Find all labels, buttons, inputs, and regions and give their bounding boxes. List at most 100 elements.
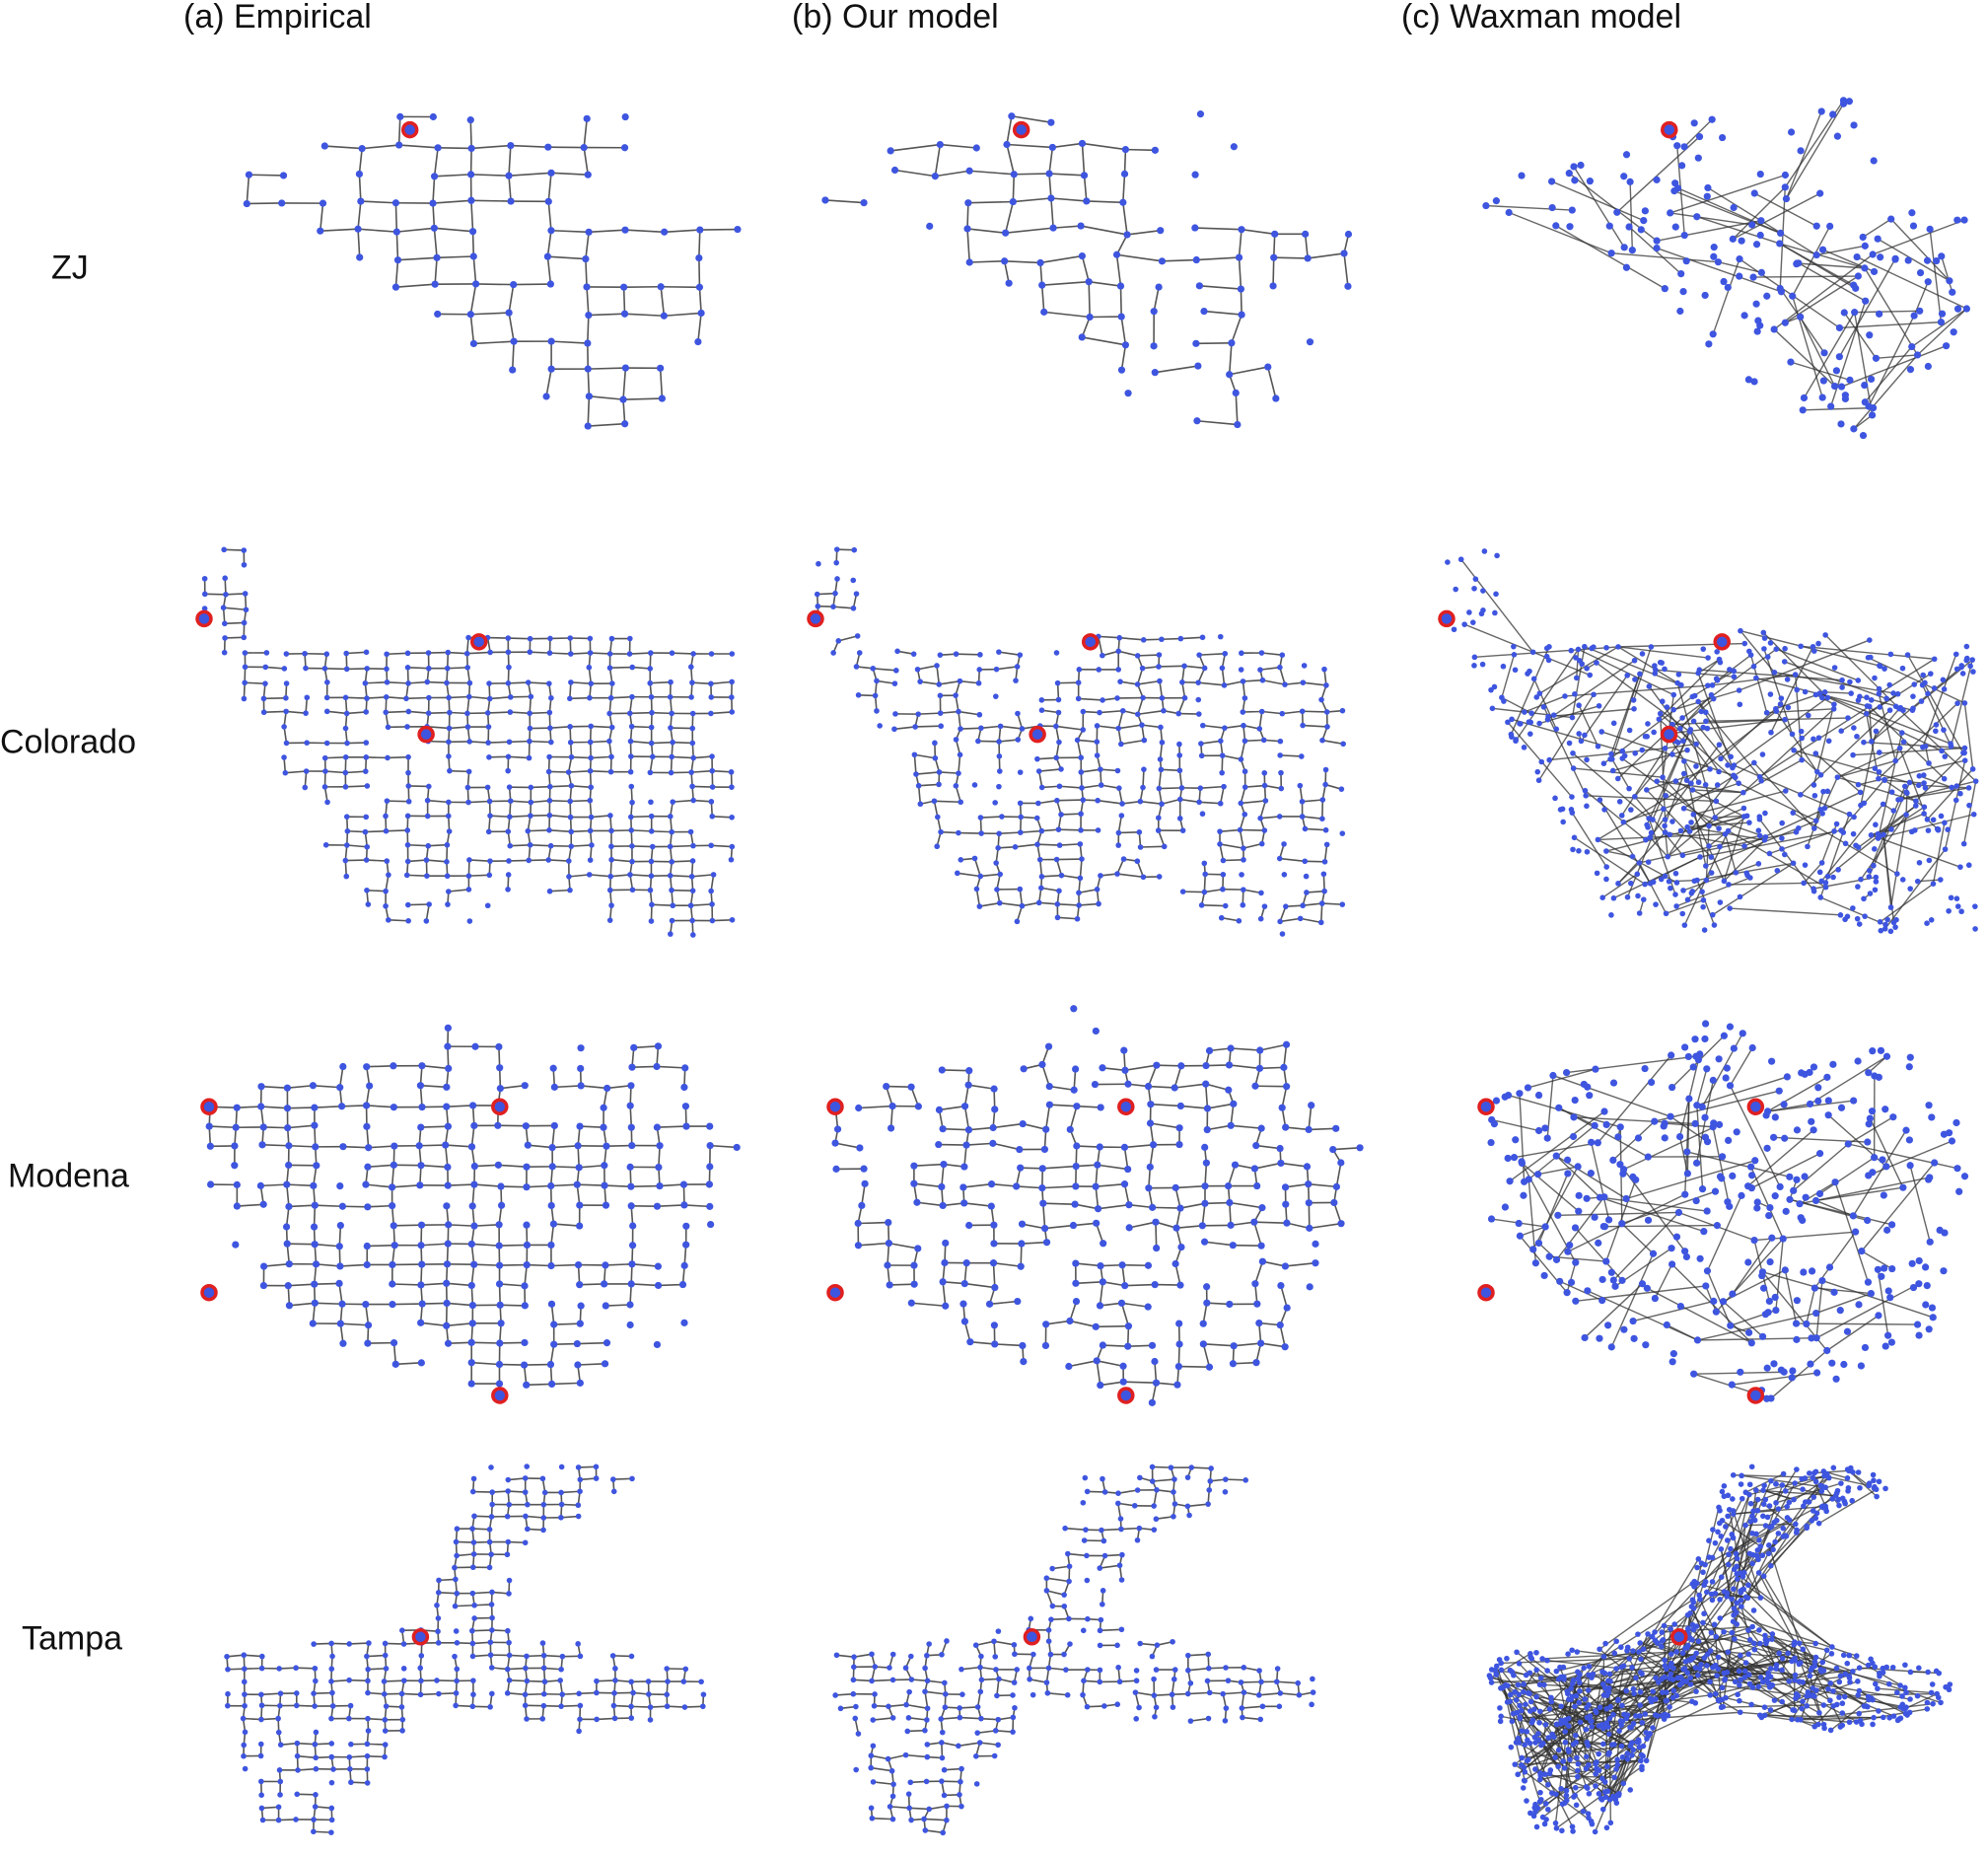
network-node	[404, 813, 411, 820]
network-node	[868, 1752, 875, 1759]
network-node	[1200, 308, 1208, 316]
network-node	[484, 784, 491, 791]
network-node	[649, 901, 655, 908]
network-node	[996, 830, 1002, 837]
network-node	[328, 1666, 335, 1673]
network-node	[1762, 1632, 1768, 1639]
network-node	[1273, 1678, 1280, 1685]
network-node	[1513, 1697, 1520, 1703]
network-node	[505, 767, 511, 774]
network-node	[1729, 1629, 1736, 1636]
network-node	[1217, 800, 1224, 807]
network-node	[1083, 1527, 1089, 1533]
network-node	[1602, 1794, 1609, 1801]
network-node	[1616, 799, 1623, 805]
network-node	[1785, 1650, 1791, 1657]
network-node	[285, 1302, 294, 1310]
network-node	[1966, 802, 1972, 809]
network-node	[1305, 1125, 1313, 1134]
network-node	[342, 857, 349, 864]
network-node	[1575, 1207, 1583, 1215]
network-node	[454, 1590, 461, 1597]
network-node	[1897, 796, 1904, 803]
network-node	[914, 666, 921, 673]
network-node	[1899, 877, 1906, 883]
network-node	[225, 1666, 231, 1673]
network-node	[956, 708, 961, 715]
network-node	[547, 1261, 555, 1270]
network-node	[1779, 1655, 1786, 1662]
network-node	[1651, 1117, 1659, 1125]
network-node	[405, 917, 411, 924]
network-node	[1279, 652, 1286, 659]
network-node	[1870, 1721, 1876, 1728]
network-node	[1221, 783, 1227, 790]
network-node	[364, 1741, 371, 1748]
network-node	[1889, 1113, 1897, 1121]
network-node	[1791, 1496, 1797, 1503]
network-node	[1660, 1689, 1666, 1695]
network-node	[310, 1181, 318, 1189]
network-node	[645, 1678, 652, 1684]
network-node	[1637, 1688, 1644, 1695]
network-node	[471, 1042, 479, 1050]
network-node	[558, 1501, 565, 1508]
network-node	[1695, 1672, 1701, 1678]
network-node	[1700, 896, 1707, 903]
network-node	[540, 1665, 547, 1672]
network-node	[587, 635, 594, 642]
network-node	[1698, 1103, 1706, 1110]
network-node	[1910, 693, 1916, 699]
network-node	[1230, 1342, 1238, 1350]
network-node	[1730, 1044, 1738, 1052]
network-node	[1792, 1677, 1798, 1683]
network-node	[627, 1182, 635, 1190]
network-node	[861, 1179, 869, 1187]
network-node	[1905, 1063, 1913, 1071]
network-node	[328, 1753, 335, 1760]
network-node	[907, 1779, 914, 1786]
network-node	[389, 1280, 396, 1288]
network-node	[936, 681, 943, 687]
network-node	[1738, 627, 1743, 634]
network-node	[1757, 1543, 1764, 1549]
network-node	[469, 1627, 475, 1634]
network-node	[1817, 771, 1824, 778]
network-node	[1750, 1607, 1757, 1613]
network-node	[850, 605, 857, 611]
network-node	[364, 783, 371, 789]
network-node	[1151, 1281, 1159, 1289]
network-node	[1552, 1255, 1561, 1263]
network-node	[939, 1651, 945, 1658]
network-node	[1901, 783, 1908, 790]
network-node	[972, 1642, 979, 1649]
network-node	[346, 1641, 352, 1647]
network-node	[1146, 1119, 1155, 1127]
network-node	[277, 1742, 284, 1749]
network-node	[389, 1202, 396, 1210]
network-node	[1499, 694, 1505, 701]
network-node	[944, 1638, 950, 1644]
network-node	[1600, 1654, 1607, 1660]
network-node	[1840, 309, 1848, 317]
network-node	[1733, 869, 1740, 876]
network-node	[225, 1702, 231, 1709]
network-node	[1953, 895, 1960, 901]
network-node	[1640, 217, 1648, 225]
network-node	[1681, 922, 1688, 928]
network-node	[626, 1301, 634, 1309]
network-node	[497, 1182, 505, 1190]
network-node	[1721, 1493, 1728, 1500]
network-node	[1277, 1690, 1284, 1696]
network-node	[627, 1123, 635, 1131]
network-node	[469, 1102, 477, 1109]
network-node	[1322, 766, 1329, 773]
network-node	[259, 1817, 266, 1823]
network-node	[1873, 879, 1880, 885]
network-node	[1910, 312, 1918, 320]
network-node	[1742, 1660, 1749, 1666]
network-node	[1797, 147, 1805, 155]
network-node	[694, 337, 702, 346]
network-node	[426, 694, 432, 701]
network-node	[1281, 1262, 1290, 1270]
